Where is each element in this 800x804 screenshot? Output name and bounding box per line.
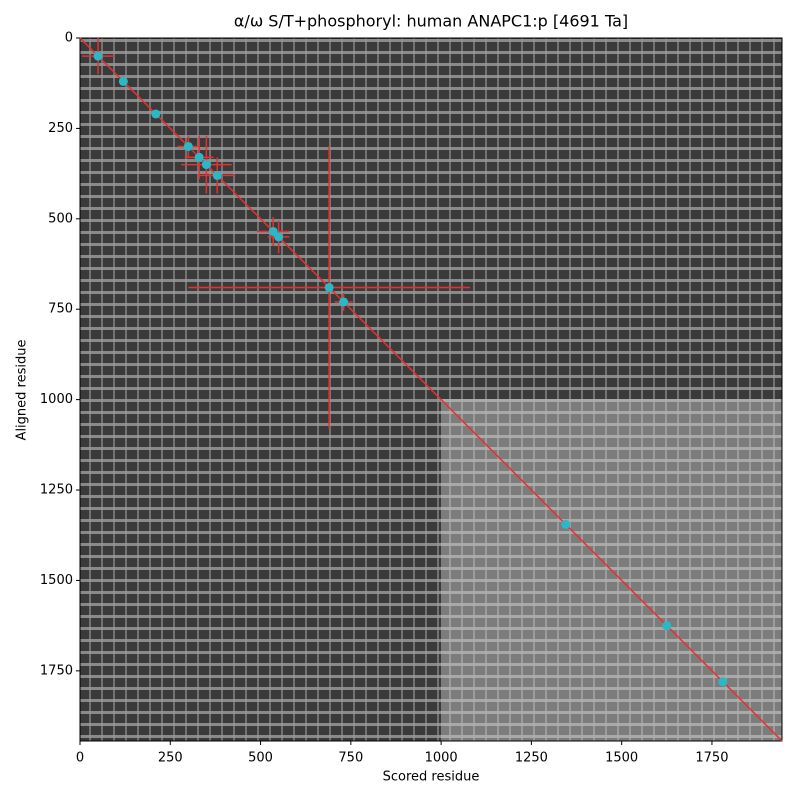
x-axis-label: Scored residue xyxy=(383,770,480,785)
point xyxy=(93,51,103,61)
chart-title: α/ω S/T+phosphoryl: human ANAPC1:p [4691… xyxy=(234,12,628,31)
y-tick-label: 1500 xyxy=(40,573,73,588)
point xyxy=(561,519,571,529)
y-tick-label: 1000 xyxy=(40,392,73,407)
x-tick-label: 0 xyxy=(76,751,84,766)
point xyxy=(718,677,728,687)
y-tick-label: 1250 xyxy=(40,483,73,498)
point xyxy=(118,76,128,86)
plot-frame xyxy=(79,37,783,742)
point xyxy=(151,109,161,119)
point xyxy=(339,297,349,307)
y-tick-label: 250 xyxy=(48,121,73,136)
x-tick-label: 1250 xyxy=(515,751,548,766)
x-tick-label: 750 xyxy=(338,751,363,766)
y-tick-label: 1750 xyxy=(40,663,73,678)
y-tick-label: 0 xyxy=(65,31,73,46)
point xyxy=(212,170,222,180)
x-tick-label: 1750 xyxy=(695,751,728,766)
x-tick-label: 1500 xyxy=(605,751,638,766)
x-tick-label: 500 xyxy=(248,751,273,766)
point xyxy=(662,621,672,631)
y-axis-label: Aligned residue xyxy=(15,340,30,441)
y-tick-label: 500 xyxy=(48,211,73,226)
x-tick-label: 1000 xyxy=(425,751,458,766)
point xyxy=(194,152,204,162)
x-tick-label: 250 xyxy=(158,751,183,766)
point xyxy=(201,160,211,170)
point xyxy=(274,232,284,242)
y-tick-label: 750 xyxy=(48,302,73,317)
point xyxy=(324,283,334,293)
point xyxy=(183,141,193,151)
